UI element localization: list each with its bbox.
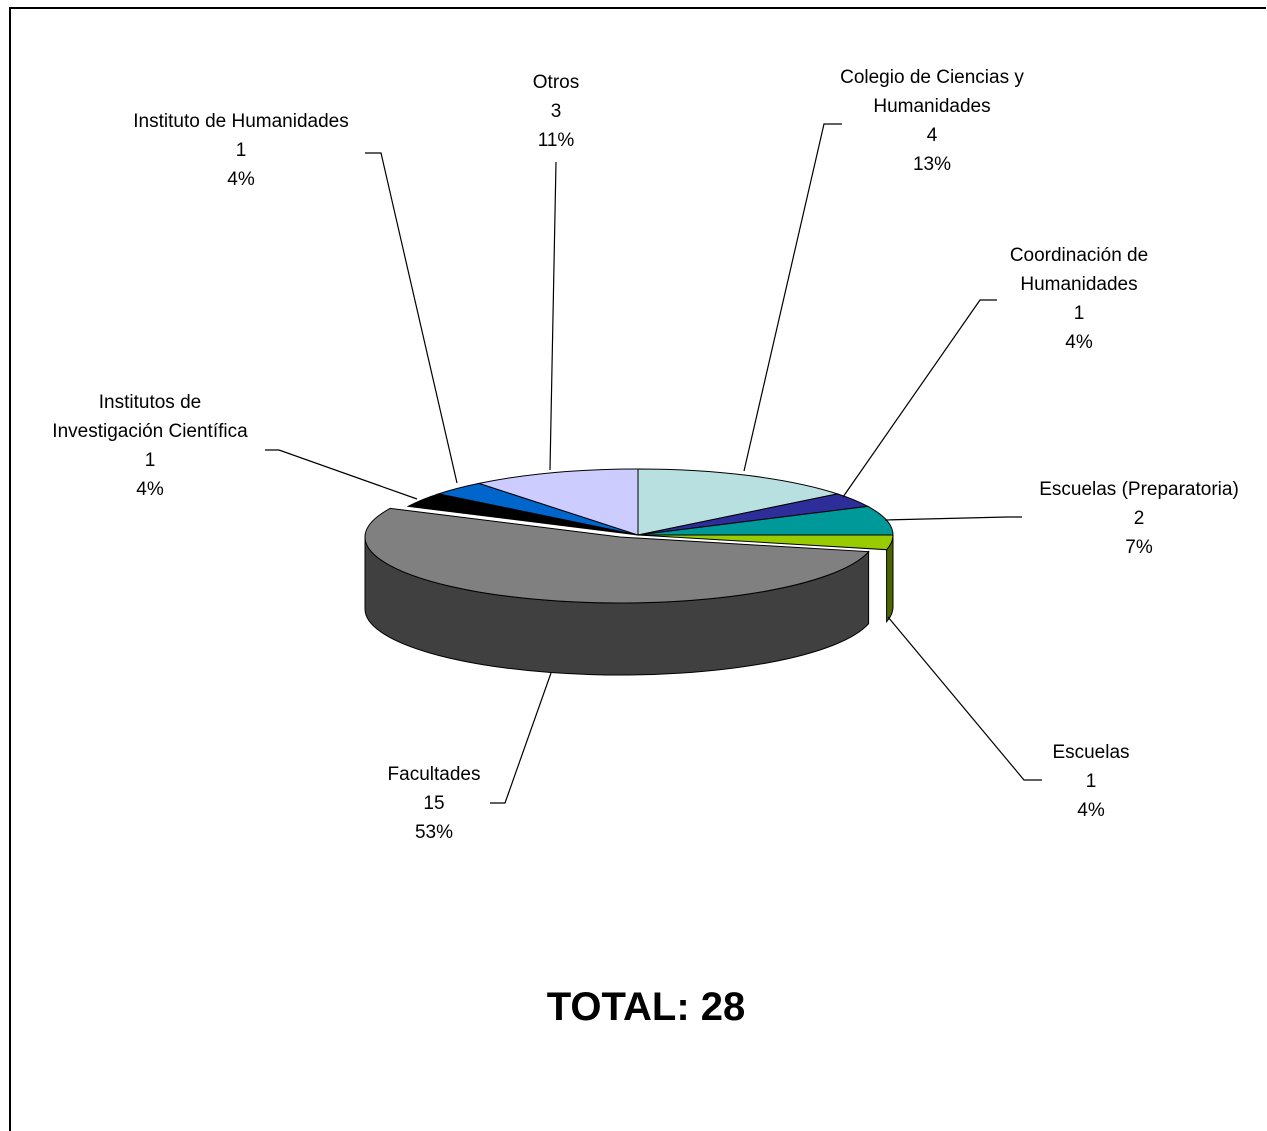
- data-label-institutos: Institutos de: [99, 392, 201, 413]
- data-label-escuelas: 1: [1086, 771, 1097, 792]
- leader-line-coordinacion: [842, 299, 997, 498]
- pie-slice-colegio: [637, 468, 840, 536]
- total-label: TOTAL: 28: [547, 985, 746, 1029]
- data-label-escuelas: 4%: [1077, 800, 1105, 821]
- data-label-instituto-humanidades: Instituto de Humanidades: [133, 111, 348, 132]
- data-label-otros: 3: [551, 101, 562, 122]
- data-label-otros: 11%: [538, 130, 575, 151]
- data-label-facultades: 53%: [415, 822, 453, 843]
- pie-slice-escuelas: [637, 534, 894, 551]
- data-label-preparatoria: Escuelas (Preparatoria): [1039, 479, 1239, 500]
- leader-line-escuelas: [887, 616, 1042, 781]
- data-label-preparatoria: 2: [1134, 508, 1145, 529]
- leader-line-otros: [549, 161, 557, 471]
- data-label-institutos: 1: [145, 450, 156, 471]
- slice-labels: Colegio de Ciencias y Humanidades 4 13% Coor…: [52, 67, 1238, 843]
- leader-lines: [265, 123, 1042, 804]
- pie-slice-otros: [477, 468, 639, 536]
- data-label-otros: Otros: [533, 72, 579, 93]
- data-label-coordinacion: 1: [1074, 303, 1085, 324]
- data-label-facultades: 15: [423, 793, 444, 814]
- data-label-escuelas: Escuelas: [1052, 742, 1129, 763]
- pie-tops: [364, 468, 894, 604]
- data-label-colegio: Humanidades: [873, 96, 990, 117]
- leader-line-facultades: [490, 672, 552, 804]
- leader-line-preparatoria: [884, 516, 1022, 521]
- data-label-preparatoria: 7%: [1125, 537, 1153, 558]
- data-label-coordinacion: Humanidades: [1020, 274, 1137, 295]
- pie-slice-facultades: [364, 507, 870, 604]
- data-label-colegio: 4: [927, 125, 938, 146]
- leader-line-instituto-humanidades: [365, 152, 458, 484]
- data-label-institutos: Investigación Científica: [52, 421, 248, 442]
- data-label-instituto-humanidades: 1: [236, 140, 247, 161]
- leader-line-institutos: [265, 449, 418, 500]
- data-label-instituto-humanidades: 4%: [227, 169, 255, 190]
- data-label-colegio: 13%: [913, 154, 951, 175]
- data-label-colegio: Colegio de Ciencias y: [840, 67, 1024, 88]
- chart-frame: [9, 7, 1266, 1131]
- leader-line-colegio: [743, 123, 842, 472]
- data-label-institutos: 4%: [136, 479, 164, 500]
- data-label-coordinacion: 4%: [1065, 332, 1093, 353]
- data-label-coordinacion: Coordinación de: [1010, 245, 1148, 266]
- data-label-facultades: Facultades: [388, 764, 481, 785]
